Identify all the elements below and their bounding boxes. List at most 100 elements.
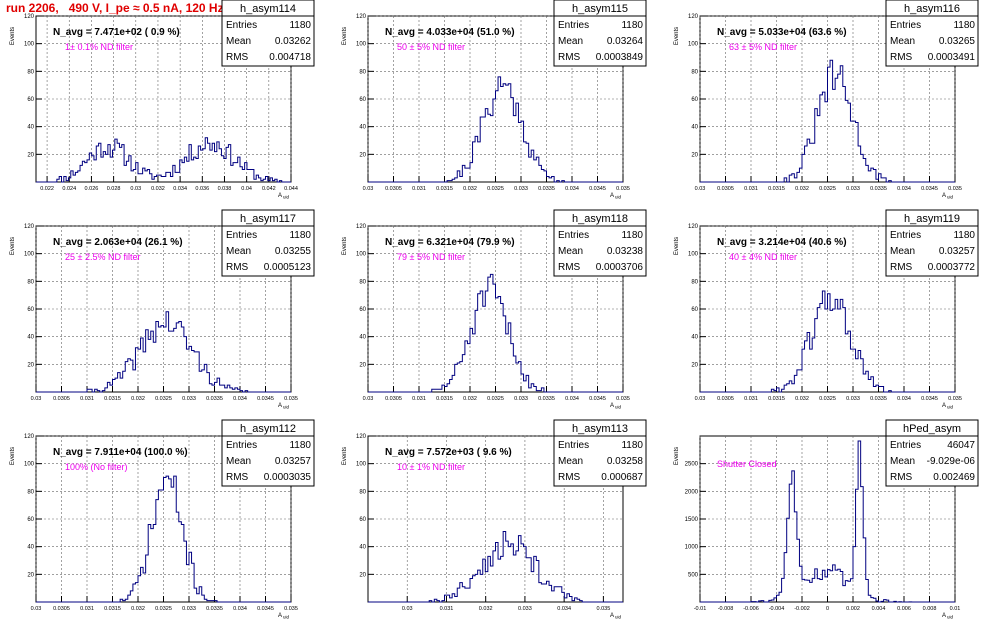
- filter-annotation: 100% (No filter): [65, 462, 128, 472]
- x-tick-label: 0.031: [412, 396, 426, 402]
- x-tick-label: 0.044: [284, 186, 298, 192]
- y-tick-label: 1500: [685, 517, 699, 523]
- y-tick-label: 40: [691, 125, 698, 131]
- histogram-line: [368, 273, 623, 393]
- x-axis-title: Auid: [942, 403, 954, 410]
- x-tick-label: 0.032: [131, 396, 145, 402]
- y-tick-label: 120: [356, 434, 367, 440]
- stat-value: 0.004718: [269, 52, 311, 63]
- x-tick-label: 0.01: [950, 606, 961, 612]
- stat-value: 0.0003849: [596, 52, 644, 63]
- x-tick-label: 0.035: [616, 186, 630, 192]
- filter-annotation: 63 ± 5% ND filter: [729, 42, 797, 52]
- x-tick-label: 0.0325: [819, 396, 836, 402]
- stat-value: 1180: [953, 230, 975, 241]
- x-axis-title: Auid: [942, 613, 954, 620]
- histogram-name: h_asym117: [240, 213, 296, 225]
- x-tick-label: 0.022: [40, 186, 54, 192]
- stat-label: RMS: [226, 472, 249, 483]
- x-tick-label: 0.034: [897, 396, 911, 402]
- stat-label: RMS: [226, 262, 249, 273]
- stat-value: 0.0005123: [264, 262, 312, 273]
- histogram-panel: 20 40 60 80 100 120 0.03 0.0305 0.031 0.0315 0.032…: [342, 0, 647, 200]
- x-tick-label: 0.006: [897, 606, 911, 612]
- histogram-line: [36, 311, 291, 393]
- x-tick-label: 0.032: [151, 186, 165, 192]
- histogram-line: [36, 137, 291, 183]
- x-tick-label: 0.036: [195, 186, 209, 192]
- stat-label: Mean: [558, 246, 583, 257]
- x-tick-label: 0.0305: [53, 396, 70, 402]
- filter-annotation: 40 ± 4% ND filter: [729, 252, 797, 262]
- x-tick-label: -0.008: [718, 606, 734, 612]
- x-tick-label: 0.0325: [487, 186, 504, 192]
- stats-box: [221, 209, 315, 277]
- n-avg-label: N_avg = 6.321e+04 (79.9 %): [385, 237, 515, 248]
- x-tick-label: 0.026: [85, 186, 99, 192]
- x-tick-label: 0.03: [695, 396, 706, 402]
- y-tick-label: 20: [691, 152, 698, 158]
- x-tick-label: 0.031: [80, 396, 94, 402]
- x-tick-label: -0.006: [743, 606, 759, 612]
- stat-label: Entries: [226, 230, 257, 241]
- x-axis-title: Auid: [278, 403, 290, 410]
- x-tick-label: 0.034: [233, 606, 247, 612]
- y-tick-label: 80: [27, 279, 34, 285]
- x-tick-label: 0.03: [130, 186, 141, 192]
- x-tick-label: 0.033: [846, 186, 860, 192]
- x-tick-label: 0.0315: [436, 396, 453, 402]
- n-avg-label: N_avg = 4.033e+04 (51.0 %): [385, 27, 515, 38]
- y-tick-label: 120: [356, 224, 367, 230]
- n-avg-label: N_avg = 7.911e+04 (100.0 %): [53, 447, 188, 458]
- stat-value: 1180: [289, 20, 311, 31]
- stat-label: RMS: [890, 52, 913, 63]
- stat-value: 0.0003491: [928, 52, 976, 63]
- x-tick-label: 0.0305: [717, 396, 734, 402]
- y-tick-label: 120: [24, 224, 35, 230]
- x-tick-label: 0.033: [182, 396, 196, 402]
- stat-value: 0.03264: [607, 36, 644, 47]
- y-tick-label: 100: [24, 252, 35, 258]
- x-tick-label: 0.031: [440, 606, 454, 612]
- stat-label: RMS: [558, 472, 581, 483]
- x-axis-title: Auid: [610, 403, 622, 410]
- filter-annotation: 1± 0.1% ND filter: [65, 42, 133, 52]
- y-tick-label: 60: [27, 517, 34, 523]
- y-tick-label: 20: [27, 362, 34, 368]
- y-axis-title: Events: [342, 447, 348, 465]
- stats-box: [885, 209, 979, 277]
- stat-label: Mean: [890, 36, 915, 47]
- stat-label: Mean: [890, 246, 915, 257]
- y-axis-title: Events: [674, 447, 680, 465]
- histogram-name: h_asym112: [240, 423, 296, 435]
- x-axis-title: Auid: [278, 613, 290, 620]
- stat-value: 46047: [947, 440, 975, 451]
- histogram-line: [36, 475, 291, 603]
- stat-label: RMS: [890, 472, 913, 483]
- y-tick-label: 60: [691, 97, 698, 103]
- y-tick-label: 2000: [685, 489, 699, 495]
- y-tick-label: 20: [691, 362, 698, 368]
- histogram-name: h_asym113: [572, 423, 628, 435]
- n-avg-label: N_avg = 5.033e+04 (63.6 %): [717, 27, 847, 38]
- stats-box: [553, 209, 647, 277]
- histogram-line: [700, 440, 955, 603]
- y-tick-label: 80: [27, 69, 34, 75]
- y-tick-label: 40: [691, 335, 698, 341]
- x-tick-label: 0: [826, 606, 829, 612]
- y-tick-label: 40: [359, 545, 366, 551]
- y-tick-label: 60: [27, 97, 34, 103]
- histogram-panel: 20 40 60 80 100 120 0.022 0.024 0.026 0.028 0.03 0.…: [10, 0, 315, 200]
- y-tick-label: 100: [24, 462, 35, 468]
- x-tick-label: 0.0315: [768, 396, 785, 402]
- filter-annotation: 79 ± 5% ND filter: [397, 252, 465, 262]
- stat-value: 1180: [621, 230, 643, 241]
- y-tick-label: 60: [359, 97, 366, 103]
- x-tick-label: 0.008: [923, 606, 937, 612]
- stat-value: 0.03265: [939, 36, 976, 47]
- stat-label: Entries: [558, 440, 589, 451]
- x-tick-label: 0.038: [218, 186, 232, 192]
- y-tick-label: 20: [359, 572, 366, 578]
- y-tick-label: 100: [356, 42, 367, 48]
